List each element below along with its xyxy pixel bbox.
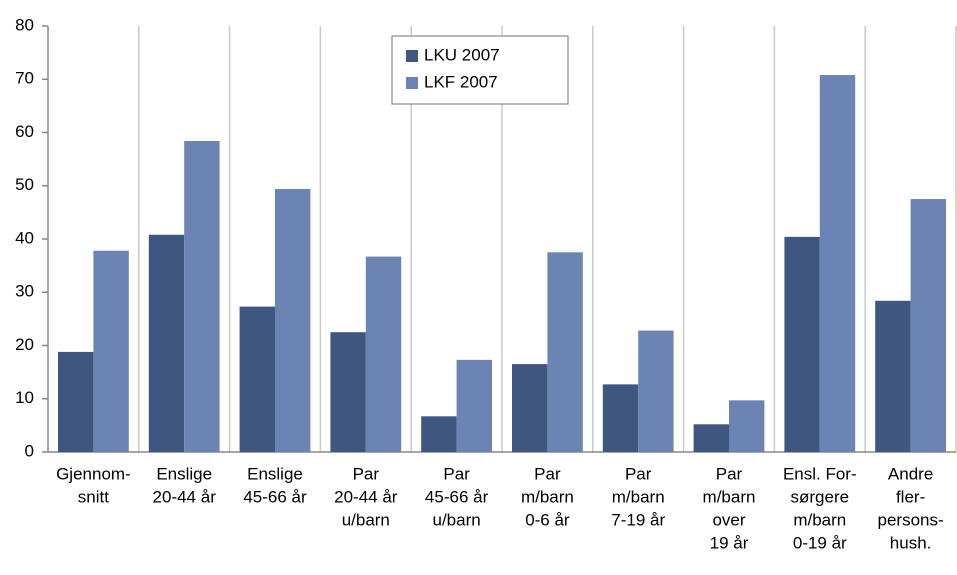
x-tick-label: m/barn: [793, 510, 846, 529]
legend-swatch: [406, 50, 418, 62]
bar: [910, 199, 946, 452]
x-tick-label: u/barn: [342, 510, 390, 529]
x-tick-label: 45-66 år: [425, 487, 489, 506]
legend-label: LKU 2007: [424, 45, 500, 64]
y-tick-label: 30: [15, 282, 34, 301]
x-tick-label: 45-66 år: [243, 487, 307, 506]
bar: [602, 384, 639, 452]
x-tick-label: Par: [353, 464, 380, 483]
x-tick-label: Par: [443, 464, 470, 483]
bar: [693, 424, 729, 452]
x-tick-label: Enslige: [247, 464, 303, 483]
bar: [456, 359, 492, 452]
x-tick-label: over: [712, 510, 745, 529]
y-tick-label: 60: [15, 122, 34, 141]
y-tick-label: 10: [15, 388, 34, 407]
bar: [421, 416, 457, 452]
bar: [239, 306, 275, 452]
bar: [784, 236, 820, 452]
bar: [365, 256, 402, 452]
bar: [148, 234, 185, 452]
bar: [330, 332, 366, 452]
x-tick-label: 20-44 år: [334, 487, 398, 506]
legend-swatch: [406, 77, 418, 89]
y-tick-label: 0: [25, 441, 34, 460]
x-tick-label: persons-: [878, 510, 944, 529]
bar: [184, 141, 220, 452]
x-tick-label: hush.: [890, 533, 932, 552]
legend-label: LKF 2007: [424, 72, 498, 91]
x-tick-label: Ensl. For-: [783, 464, 857, 483]
y-tick-label: 70: [15, 69, 34, 88]
bar: [638, 330, 674, 452]
x-tick-label: 7-19 år: [611, 510, 665, 529]
bar: [93, 250, 129, 452]
x-tick-label: Andre: [888, 464, 933, 483]
x-tick-label: 0-6 år: [525, 510, 570, 529]
x-tick-label: Enslige: [156, 464, 212, 483]
x-tick-label: m/barn: [521, 487, 574, 506]
x-tick-label: fler-: [896, 487, 925, 506]
x-tick-label: 0-19 år: [793, 533, 847, 552]
bar: [875, 300, 911, 452]
y-tick-label: 50: [15, 175, 34, 194]
x-tick-label: Gjennom-: [56, 464, 131, 483]
x-tick-label: snitt: [78, 487, 109, 506]
y-tick-label: 80: [15, 15, 34, 34]
bar: [58, 351, 94, 452]
x-tick-label: 19 år: [710, 533, 749, 552]
y-tick-label: 40: [15, 228, 34, 247]
x-tick-label: Par: [625, 464, 652, 483]
x-tick-label: sørgere: [791, 487, 850, 506]
x-tick-label: u/barn: [432, 510, 480, 529]
bar: [819, 74, 856, 453]
bar: [729, 400, 765, 452]
x-tick-label: Par: [534, 464, 561, 483]
legend-box: [391, 35, 569, 105]
bar: [547, 252, 583, 452]
bar: [512, 364, 548, 452]
y-tick-label: 20: [15, 335, 34, 354]
x-tick-label: Par: [716, 464, 743, 483]
x-tick-label: 20-44 år: [153, 487, 217, 506]
x-tick-label: m/barn: [703, 487, 756, 506]
bar: [275, 188, 311, 452]
x-tick-label: m/barn: [612, 487, 665, 506]
